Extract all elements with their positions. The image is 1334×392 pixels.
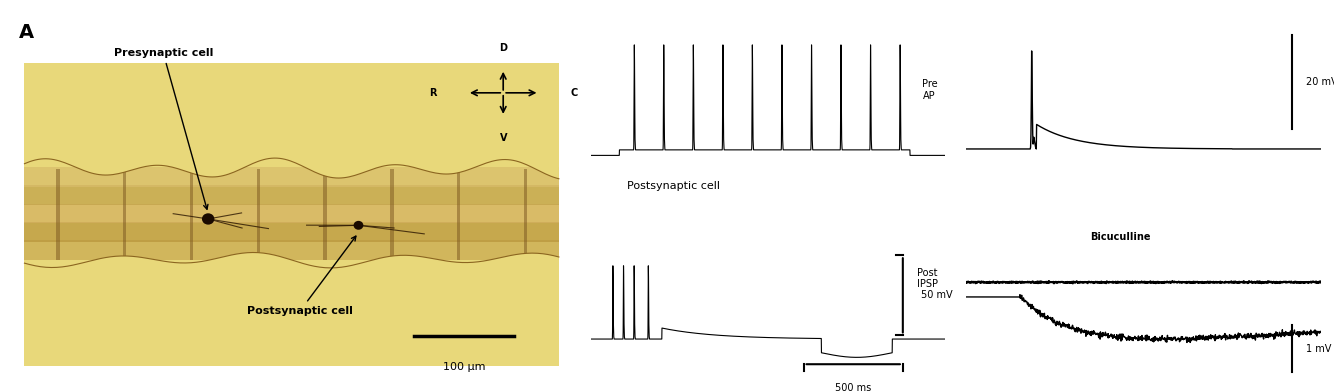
Bar xyxy=(24,185,559,205)
Text: 20 mV: 20 mV xyxy=(1306,77,1334,87)
Text: Bicuculline: Bicuculline xyxy=(1090,232,1151,242)
Ellipse shape xyxy=(201,213,215,225)
Bar xyxy=(323,169,327,260)
Text: 500 ms: 500 ms xyxy=(835,383,871,392)
Text: Presynaptic cell: Presynaptic cell xyxy=(113,48,213,209)
Text: D: D xyxy=(499,43,507,53)
Bar xyxy=(24,221,559,241)
Bar xyxy=(24,167,559,187)
Text: Postsynaptic cell: Postsynaptic cell xyxy=(627,181,719,191)
Ellipse shape xyxy=(354,221,363,230)
Text: 1 mV: 1 mV xyxy=(1306,344,1331,354)
Text: 100 μm: 100 μm xyxy=(443,362,486,372)
Bar xyxy=(189,169,193,260)
Bar xyxy=(391,169,394,260)
Bar xyxy=(56,169,60,260)
Bar xyxy=(24,64,559,365)
Bar xyxy=(24,203,559,223)
Bar xyxy=(123,169,127,260)
Bar xyxy=(458,169,460,260)
Text: A: A xyxy=(19,23,35,42)
Bar xyxy=(524,169,527,260)
Text: C: C xyxy=(570,88,578,98)
Text: Post
IPSP: Post IPSP xyxy=(916,267,938,289)
Bar xyxy=(256,169,260,260)
Text: R: R xyxy=(430,88,436,98)
Text: Pre
AP: Pre AP xyxy=(922,79,938,101)
Text: 50 mV: 50 mV xyxy=(920,290,952,300)
Bar xyxy=(24,240,559,260)
Text: V: V xyxy=(499,133,507,143)
Text: Postsynaptic cell: Postsynaptic cell xyxy=(247,236,356,316)
